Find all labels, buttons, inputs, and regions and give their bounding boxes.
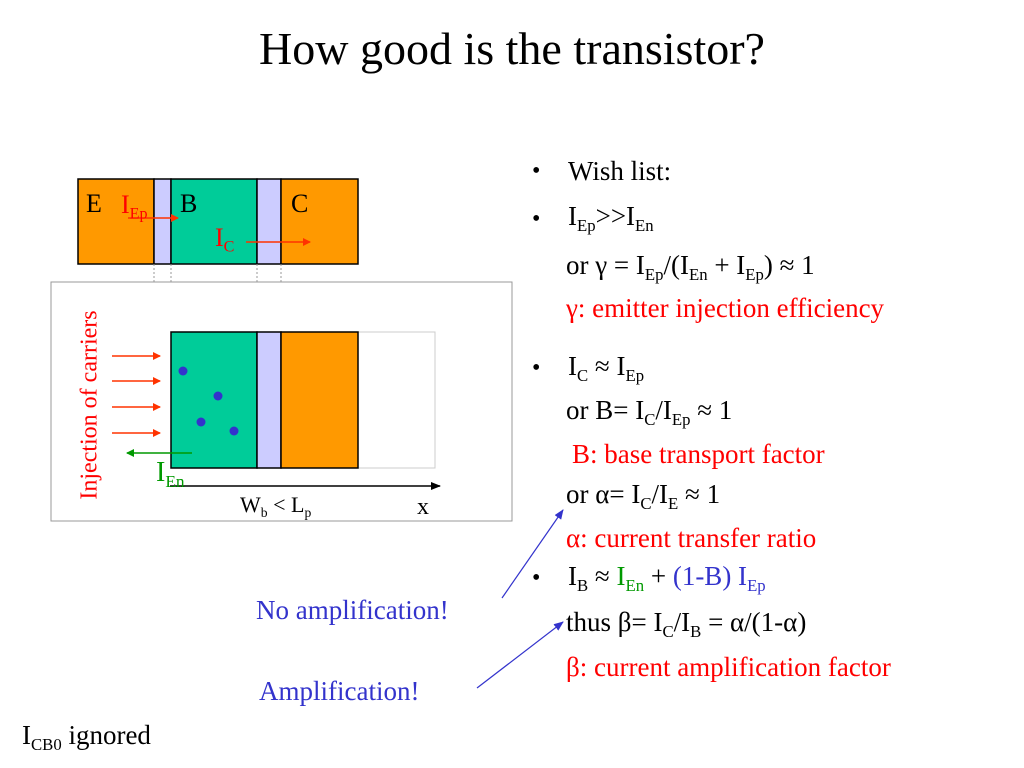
alpha-equation: or α= IC/IE ≈ 1 xyxy=(566,479,721,513)
amplification-note: Amplification! xyxy=(259,676,420,706)
wish-list-heading: Wish list: xyxy=(568,156,672,186)
gamma-description: γ: emitter injection efficiency xyxy=(566,293,885,323)
collector-region xyxy=(280,178,359,265)
injection-label: Injection of carriers xyxy=(76,310,103,500)
amplification-arrow xyxy=(476,621,564,689)
carrier-dot xyxy=(229,426,239,436)
carrier-dot xyxy=(178,366,188,376)
carrier-dot xyxy=(196,417,206,427)
bullet-marker: • xyxy=(532,158,541,184)
bullet-marker: • xyxy=(532,206,541,232)
emitter-base-junction xyxy=(153,178,172,265)
ien-label: IEn xyxy=(156,457,185,492)
no-amplification-arrow xyxy=(501,509,564,599)
lower-base-region xyxy=(170,331,258,469)
bullet-marker: • xyxy=(532,355,541,381)
width-label: Wb < Lp xyxy=(240,492,312,520)
no-amplification-note: No amplification! xyxy=(256,595,449,625)
iep-gt-ien: IEp>>IEn xyxy=(568,201,654,235)
ic-approx-iep: IC ≈ IEp xyxy=(568,351,645,385)
lower-collector-region xyxy=(280,331,359,469)
b-description: B: base transport factor xyxy=(572,439,825,469)
b-equation: or B= IC/IEp ≈ 1 xyxy=(566,395,733,429)
iep-label: IEp xyxy=(121,190,148,223)
ic-label: IC xyxy=(215,223,235,256)
beta-equation: thus β= IC/IB = α/(1-α) xyxy=(566,607,807,641)
x-axis-label: x xyxy=(417,494,429,520)
lower-frame xyxy=(50,281,513,522)
emitter-region xyxy=(77,178,155,265)
lower-junction xyxy=(256,331,282,469)
carrier-dot xyxy=(213,391,223,401)
gamma-equation: or γ = IEp/(IEn + IEp) ≈ 1 xyxy=(566,250,815,284)
footnote: ICB0 ignored xyxy=(22,720,151,754)
emitter-label: E xyxy=(86,189,102,218)
alpha-description: α: current transfer ratio xyxy=(566,523,817,553)
bullet-marker: • xyxy=(532,565,541,591)
base-collector-junction xyxy=(256,178,282,265)
slide-title: How good is the transistor? xyxy=(259,23,765,74)
base-label: B xyxy=(180,189,198,218)
ib-approx: IB ≈ IEn + (1-B) IEp xyxy=(568,561,766,595)
collector-label: C xyxy=(291,189,309,218)
beta-description: β: current amplification factor xyxy=(566,652,891,682)
